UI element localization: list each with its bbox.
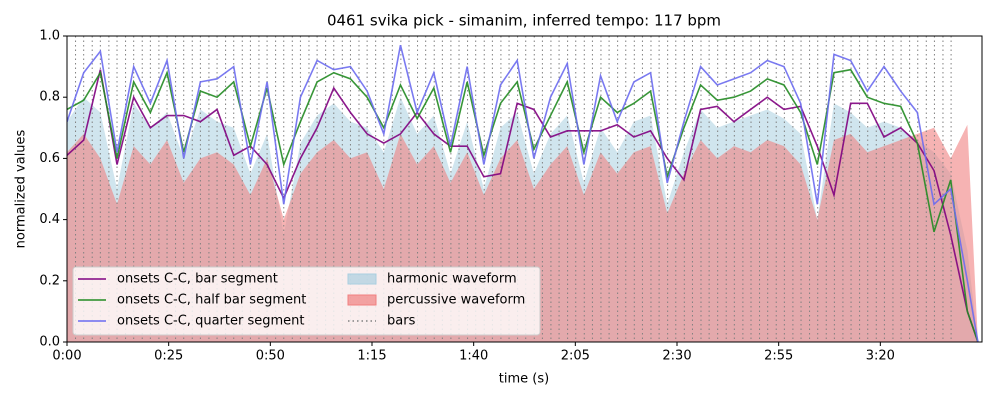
legend-label: onsets C-C, half bar segment	[117, 293, 306, 308]
legend-label: harmonic waveform	[387, 272, 517, 287]
x-tick-label: 2:05	[561, 349, 590, 364]
x-tick-label: 2:55	[764, 349, 793, 364]
legend-label: bars	[387, 314, 416, 329]
y-tick-label: 0.0	[39, 335, 60, 350]
x-tick-label: 0:25	[154, 349, 183, 364]
x-tick-label: 1:15	[357, 349, 386, 364]
x-tick-label: 3:20	[866, 349, 895, 364]
x-tick-label: 2:30	[662, 349, 691, 364]
x-tick-label: 0:00	[52, 349, 81, 364]
x-tick-label: 0:50	[256, 349, 285, 364]
onset-line	[67, 44, 979, 342]
x-tick-label: 1:40	[459, 349, 488, 364]
legend-swatch	[347, 273, 377, 285]
legend: onsets C-C, bar segment onsets C-C, half …	[72, 266, 541, 336]
legend-box	[72, 266, 541, 336]
y-tick-label: 0.8	[39, 90, 60, 105]
y-axis-label: normalized values	[14, 129, 29, 248]
plot-frame	[66, 35, 983, 343]
legend-label: onsets C-C, bar segment	[117, 272, 278, 287]
y-tick-label: 0.4	[39, 212, 60, 227]
y-tick-label: 0.2	[39, 273, 60, 288]
onset-line	[67, 68, 979, 342]
legend-swatch	[347, 294, 377, 306]
y-tick-label: 1.0	[39, 29, 60, 44]
legend-label: onsets C-C, quarter segment	[117, 314, 304, 329]
chart-title: 0461 svika pick - simanim, inferred temp…	[327, 12, 721, 30]
x-axis-label: time (s)	[499, 372, 549, 387]
y-tick-label: 0.6	[39, 151, 60, 166]
legend-label: percussive waveform	[387, 293, 525, 308]
